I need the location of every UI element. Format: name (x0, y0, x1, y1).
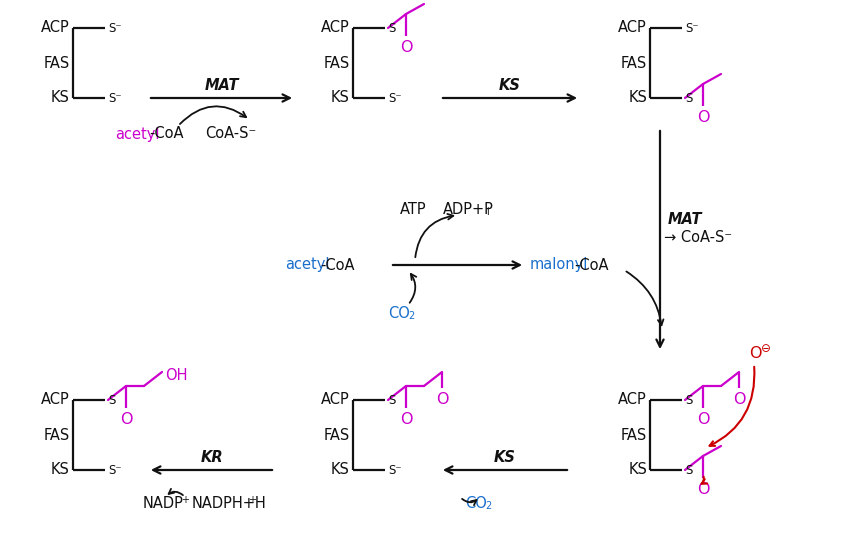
Text: -CoA: -CoA (320, 257, 355, 272)
Text: O: O (400, 40, 412, 55)
Text: O: O (697, 482, 709, 497)
Text: O: O (697, 110, 709, 125)
Text: acetyl: acetyl (285, 257, 329, 272)
Text: O: O (436, 392, 448, 407)
Text: S: S (388, 22, 396, 35)
Text: O: O (120, 412, 132, 427)
Text: FAS: FAS (620, 427, 647, 442)
Text: i: i (486, 207, 488, 217)
Text: S⁻: S⁻ (108, 464, 122, 477)
Text: CoA-S⁻: CoA-S⁻ (205, 127, 256, 142)
Text: ACP: ACP (321, 21, 350, 36)
Text: FAS: FAS (323, 55, 350, 70)
Text: ACP: ACP (41, 21, 70, 36)
Text: -CoA: -CoA (574, 257, 608, 272)
Text: KS: KS (331, 90, 350, 105)
Text: CO: CO (388, 305, 410, 320)
Text: ACP: ACP (618, 21, 647, 36)
Text: NADP: NADP (143, 496, 184, 511)
Text: MAT: MAT (205, 78, 239, 93)
Text: CO: CO (465, 496, 487, 511)
Text: 2: 2 (485, 501, 491, 511)
Text: NADPH+H: NADPH+H (192, 496, 266, 511)
Text: KR: KR (201, 450, 223, 464)
Text: ⊖: ⊖ (761, 341, 771, 354)
Text: OH: OH (165, 368, 187, 383)
Text: O: O (733, 392, 745, 407)
Text: S: S (388, 393, 396, 406)
Text: KS: KS (331, 463, 350, 478)
Text: ACP: ACP (41, 392, 70, 407)
Text: KS: KS (628, 463, 647, 478)
Text: 2: 2 (408, 311, 414, 321)
Text: ACP: ACP (321, 392, 350, 407)
Text: KS: KS (628, 90, 647, 105)
Text: S⁻: S⁻ (685, 22, 699, 35)
Text: S: S (108, 393, 116, 406)
Text: ACP: ACP (618, 392, 647, 407)
Text: S⁻: S⁻ (108, 22, 122, 35)
Text: O: O (697, 412, 709, 427)
Text: ATP: ATP (400, 203, 426, 218)
Text: S: S (685, 393, 693, 406)
Text: S: S (685, 464, 693, 477)
Text: +: + (248, 495, 256, 505)
Text: +: + (181, 495, 189, 505)
Text: KS: KS (51, 463, 70, 478)
Text: malonyl: malonyl (530, 257, 588, 272)
Text: S⁻: S⁻ (108, 92, 122, 104)
Text: S⁻: S⁻ (388, 464, 402, 477)
Text: FAS: FAS (323, 427, 350, 442)
Text: FAS: FAS (43, 55, 70, 70)
Text: ADP+P: ADP+P (443, 203, 494, 218)
Text: FAS: FAS (620, 55, 647, 70)
Text: KS: KS (499, 78, 521, 93)
Text: S⁻: S⁻ (388, 92, 402, 104)
Text: KS: KS (494, 450, 516, 464)
Text: O: O (400, 412, 412, 427)
Text: acetyl: acetyl (115, 127, 159, 142)
Text: MAT: MAT (668, 213, 702, 228)
Text: FAS: FAS (43, 427, 70, 442)
Text: -CoA: -CoA (149, 127, 184, 142)
Text: KS: KS (51, 90, 70, 105)
Text: → CoA-S⁻: → CoA-S⁻ (664, 230, 732, 246)
Text: O: O (749, 347, 762, 362)
Text: S: S (685, 92, 693, 104)
